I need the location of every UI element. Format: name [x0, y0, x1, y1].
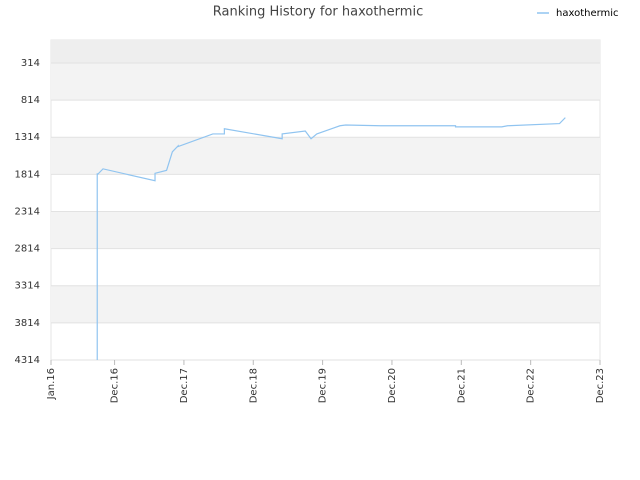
- x-tick-label: Dec.16: [110, 368, 121, 403]
- band: [51, 62, 600, 101]
- y-tick-label: 3814: [15, 318, 40, 329]
- band: [51, 285, 600, 323]
- x-tick-label: Dec.22: [526, 368, 537, 403]
- y-tick-label: 2314: [15, 206, 40, 217]
- legend-label: haxothermic: [556, 8, 619, 19]
- x-tick-label: Jan.16: [46, 368, 57, 400]
- x-tick-label: Dec.23: [595, 368, 606, 403]
- x-tick-label: Dec.18: [248, 368, 259, 403]
- y-tick-label: 4314: [15, 355, 40, 366]
- y-tick-label: 814: [21, 95, 40, 106]
- y-tick-label: 1314: [15, 132, 40, 143]
- x-tick-label: Dec.20: [387, 368, 398, 403]
- x-tick-label: Dec.19: [318, 368, 329, 403]
- band: [51, 40, 600, 63]
- y-tick-label: 2814: [15, 244, 40, 255]
- x-tick-label: Dec.21: [456, 368, 467, 403]
- band: [51, 137, 600, 175]
- chart-title: Ranking History for haxothermic: [213, 5, 423, 20]
- y-tick-label: 1814: [15, 169, 40, 180]
- y-tick-label: 3314: [15, 281, 40, 292]
- x-tick-label: Dec.17: [179, 368, 190, 403]
- series-line: [96, 117, 566, 360]
- band: [51, 211, 600, 249]
- y-tick-label: 314: [21, 58, 40, 69]
